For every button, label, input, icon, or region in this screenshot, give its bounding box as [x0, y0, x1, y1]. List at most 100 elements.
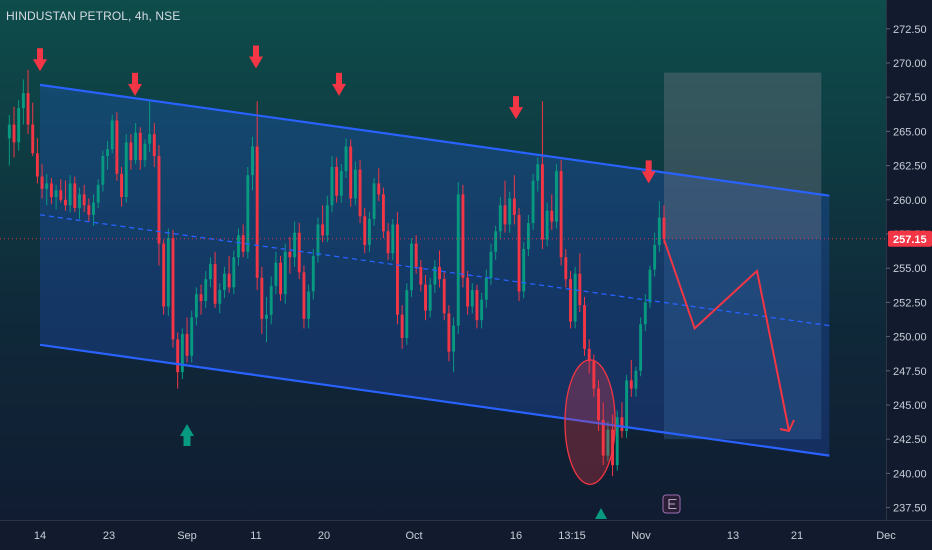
symbol-title[interactable]: HINDUSTAN PETROL, 4h, NSE: [6, 9, 181, 23]
candle: [330, 156, 334, 213]
current-price-tag[interactable]: 257.15: [888, 230, 932, 247]
candle: [620, 402, 624, 438]
candle: [260, 266, 264, 334]
candle: [550, 194, 554, 230]
candle: [517, 208, 521, 302]
candle-body: [78, 194, 81, 209]
candle-body: [512, 198, 516, 215]
low-zone-ellipse[interactable]: [564, 359, 616, 485]
candles-layer: [7, 69, 666, 477]
candle-body: [68, 183, 72, 206]
candle-body: [447, 313, 451, 352]
candle-body: [526, 223, 530, 250]
candle-body: [358, 169, 362, 217]
time-tick-label: 13: [727, 530, 739, 542]
candle: [349, 139, 353, 207]
candle: [564, 249, 568, 288]
channel-upper-line[interactable]: [39, 83, 830, 197]
candle-body: [484, 277, 488, 300]
arrow-down-icon: [33, 48, 47, 72]
candle: [68, 175, 72, 213]
candle-body: [466, 277, 470, 307]
price-tick-label: 245.00: [893, 400, 927, 412]
candle-body: [129, 142, 133, 161]
candle: [199, 284, 203, 315]
candle-body: [106, 149, 109, 157]
candle: [583, 296, 586, 356]
candle: [653, 232, 657, 277]
candle-body: [489, 251, 493, 278]
candle: [255, 101, 259, 291]
candle: [522, 242, 526, 299]
candle: [573, 266, 577, 329]
candle: [410, 238, 413, 297]
candle: [73, 176, 77, 213]
candle: [662, 205, 666, 244]
candle: [325, 195, 329, 243]
candle-body: [480, 299, 484, 321]
candle: [222, 266, 226, 299]
candle-body: [433, 266, 437, 285]
candle-body: [251, 146, 254, 176]
arrow-shaft: [253, 45, 259, 58]
candle: [498, 197, 502, 240]
candle: [634, 366, 638, 397]
candle-body: [367, 218, 371, 245]
candle-body: [545, 210, 549, 240]
candle: [433, 259, 437, 293]
forecast-path[interactable]: [663, 239, 790, 432]
channel-lower-line[interactable]: [39, 343, 830, 457]
candle: [578, 253, 582, 312]
candle: [208, 257, 212, 288]
price-tick-label: 265.00: [893, 126, 927, 138]
candle-body: [653, 244, 657, 270]
candle-body: [662, 217, 666, 239]
candle-body: [438, 266, 441, 280]
candle: [171, 229, 175, 348]
candle: [480, 292, 484, 329]
candle-body: [115, 120, 119, 174]
candle-body: [569, 279, 572, 322]
candle-body: [283, 251, 287, 295]
candle: [419, 259, 423, 292]
arrow-down-icon: [641, 160, 656, 184]
earnings-E-icon[interactable]: [662, 494, 681, 514]
candle: [227, 255, 231, 293]
candle-body: [208, 264, 212, 280]
candle: [475, 284, 479, 329]
candle-body: [302, 272, 306, 319]
candle: [87, 198, 91, 222]
candle: [428, 277, 432, 318]
candle: [466, 270, 470, 315]
arrow-up-icon: [180, 424, 194, 446]
candle: [569, 270, 572, 329]
candle-body: [232, 257, 236, 288]
candle: [452, 317, 456, 373]
candle-body: [316, 224, 320, 256]
candle-body: [12, 124, 16, 143]
candle-body: [498, 205, 502, 232]
candle: [554, 164, 558, 229]
time-tick-label: 23: [103, 530, 115, 542]
channel-mid-line[interactable]: [39, 214, 830, 327]
candle-body: [31, 124, 35, 154]
candle-body: [657, 217, 661, 245]
candle: [559, 160, 563, 266]
candle: [643, 294, 647, 332]
price-tick-label: 272.50: [893, 24, 927, 36]
candle: [456, 182, 460, 334]
candle: [367, 212, 371, 252]
candle: [293, 221, 297, 267]
time-tick-label: 21: [791, 530, 803, 542]
candle: [78, 187, 81, 219]
candle-body: [540, 164, 544, 240]
candle: [274, 251, 278, 295]
candle-body: [330, 166, 334, 206]
candle-body: [180, 333, 184, 373]
candle-body: [204, 279, 208, 302]
candle: [601, 402, 605, 466]
candle-body: [597, 388, 600, 421]
candle-body: [344, 146, 348, 172]
